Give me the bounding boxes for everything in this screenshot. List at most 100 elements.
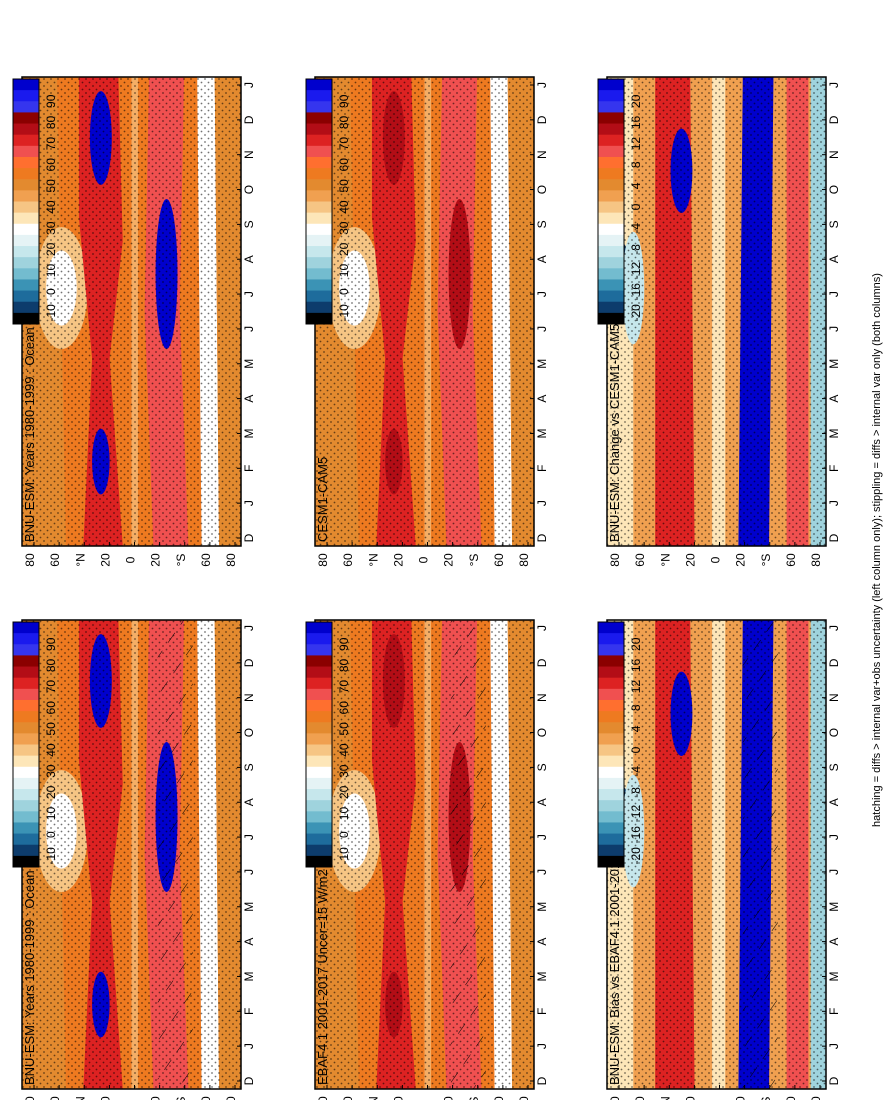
lat-tick-label: 80 [809,553,823,567]
lat-tick-label: 20 [442,1096,456,1100]
lat-tick-label: °S [467,1097,481,1100]
lat-tick-label: 20 [391,553,405,567]
colorbar-swatch [598,677,624,690]
colorbar-label: 4 [629,725,643,732]
lat-tick-label: 20 [683,553,697,567]
colorbar-swatch [598,699,624,712]
month-tick-label: M [535,359,549,369]
colorbar-swatch [306,246,332,258]
colorbar-swatch [306,777,332,790]
lat-tick-label: °S [467,554,481,567]
month-tick-label: J [535,625,549,631]
colorbar-swatch [306,833,332,846]
month-tick-label: J [827,291,841,297]
month-tick-label: D [827,115,841,124]
colorbar-swatch [598,179,624,191]
colorbar-label: 10 [337,264,351,278]
month-tick-label: O [827,728,841,737]
colorbar-swatch [13,722,39,734]
colorbar-label: 30 [337,764,351,778]
colorbar-swatch [306,112,332,125]
colorbar-swatch [598,844,624,857]
colorbar-label: 90 [337,94,351,108]
colorbar-swatch [13,766,39,779]
month-tick-label: A [242,798,256,806]
month-tick-label: J [242,869,256,875]
colorbar-swatch [306,301,332,314]
colorbar-swatch [598,633,624,645]
colorbar-swatch [13,844,39,857]
colorbar-swatch [598,145,624,158]
month-tick-label: F [535,465,549,472]
lat-tick-label: 80 [316,1096,330,1100]
month-tick-label: A [242,395,256,403]
lat-tick-label: 80 [224,1096,238,1100]
colorbar-swatch [598,123,624,136]
colorbar-swatch [598,777,624,790]
colorbar-swatch [306,733,332,745]
colorbar-swatch [598,257,624,269]
colorbar-swatch [598,234,624,247]
lat-tick-label: 0 [417,556,431,563]
colorbar-6: 20 16 12 8 4 0 -4 -8 -12 -16 -20 [597,78,643,325]
colorbar-swatch [13,223,39,236]
month-tick-label: D [827,658,841,667]
month-tick-label: A [535,798,549,806]
lat-tick-label: 0 [709,556,723,563]
colorbar-swatch [598,800,624,812]
colorbar-label: -10 [44,847,58,865]
lat-tick-label: 80 [517,1096,531,1100]
lat-tick-label: 80 [608,553,622,567]
colorbar-swatch [13,755,39,768]
colorbar-swatch [13,677,39,690]
colorbar-swatch [306,223,332,236]
lat-tick-label: 60 [199,1096,213,1100]
colorbar-swatch [13,733,39,745]
colorbar-swatch [598,90,624,102]
month-tick-label: A [827,255,841,263]
colorbar-swatch [13,112,39,125]
lat-tick-label: °S [759,554,773,567]
lat-tick-label: 20 [734,1096,748,1100]
lat-tick-label: 60 [341,553,355,567]
colorbar-label: 30 [337,221,351,235]
panel-title: BNU-ESM: Bias vs EBAF4.1 2001-2017 [607,855,622,1086]
colorbar-swatch [306,179,332,191]
month-tick-label: S [242,763,256,771]
colorbar-swatch [13,811,39,823]
colorbar-swatch [306,79,332,91]
colorbar-swatch [306,644,332,656]
colorbar-swatch [598,644,624,656]
month-tick-label: J [535,1043,549,1049]
colorbar-swatch [13,123,39,136]
colorbar-swatch [306,666,332,679]
colorbar-swatch [13,179,39,191]
colorbar-swatch [598,666,624,679]
colorbar-swatch [306,234,332,247]
colorbar-label: -16 [629,826,643,844]
colorbar-swatch [13,833,39,846]
colorbar-swatch [13,800,39,812]
lat-tick-label: 60 [341,1096,355,1100]
panel-title: EBAF4.1 2001-2017 Uncer=15 W/m2 [315,869,330,1085]
month-tick-label: M [535,902,549,912]
colorbar-swatch [13,822,39,835]
month-tick-label: A [827,798,841,806]
colorbar-swatch [598,79,624,91]
colorbar-label: 12 [629,137,643,151]
panels-group: BNU-ESM: Years 1980-1999 : Ocean : rlns … [21,76,841,1100]
lat-tick-label: °N [366,553,380,566]
lat-tick-label: 60 [633,1096,647,1100]
month-tick-label: A [242,938,256,946]
colorbar-swatch [13,744,39,757]
month-tick-label: M [242,902,256,912]
colorbar-swatch [598,833,624,846]
colorbar-swatch [598,822,624,835]
month-tick-label: S [242,220,256,228]
colorbar-swatch [13,711,39,723]
month-tick-label: J [242,326,256,332]
colorbar-swatch [598,156,624,169]
colorbar-swatch [598,223,624,236]
colorbar-label: -4 [629,223,643,234]
colorbar-swatch [598,655,624,668]
